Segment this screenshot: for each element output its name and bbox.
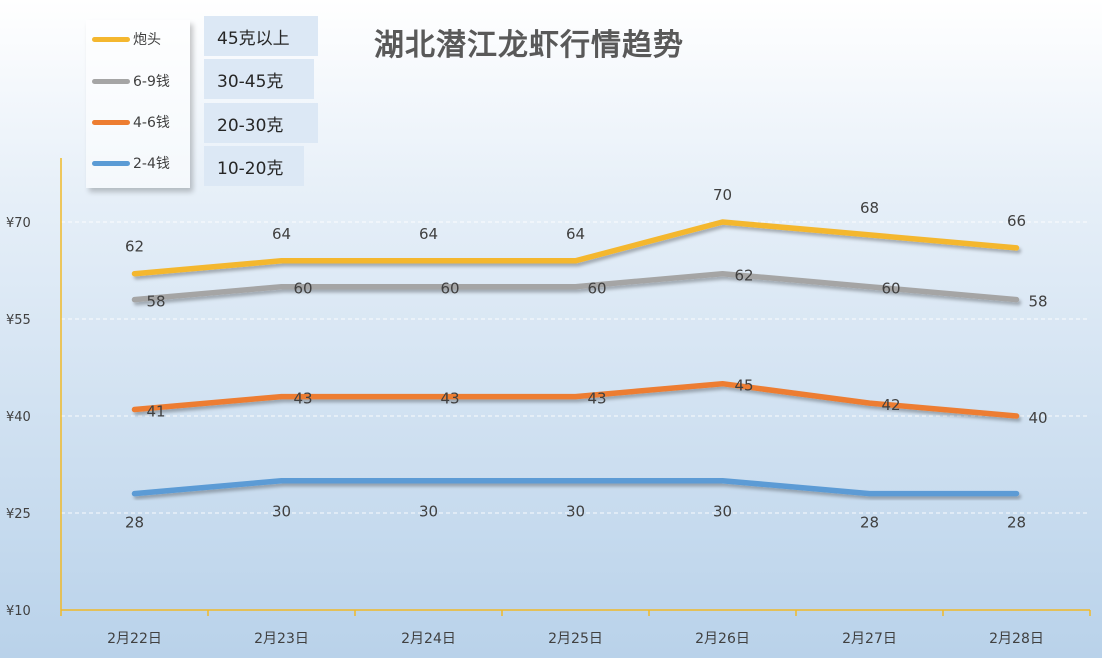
x-tick-label: 2月25日 [548,631,603,647]
data-label: 64 [566,225,585,243]
data-label: 70 [713,186,732,204]
y-tick-label: ¥40 [6,410,31,425]
data-labels: 62 64 64 64 70 68 66 58 60 60 60 62 60 58 41 43 43 43 45 42… [125,186,1048,532]
series-line [131,380,1020,419]
legend-swatch [92,119,130,125]
x-tick-label: 2月23日 [254,631,309,647]
data-label: 60 [294,280,313,298]
legend-swatch [92,36,130,42]
legend-swatch [92,78,130,84]
data-label: 68 [860,199,879,217]
size-label-20-30g: 20-30克 [204,103,318,143]
data-label: 64 [272,225,291,243]
size-label-30-45g: 30-45克 [204,59,314,99]
data-label: 28 [125,514,144,532]
legend: 炮头 6-9钱 4-6钱 2-4钱 [86,20,190,188]
axes: ¥10 ¥25 ¥40 ¥55 ¥70 2月22日 2月23日 2月24日 2月25日 2月26日… [6,158,1091,647]
data-label: 62 [125,238,144,256]
y-tick-label: ¥10 [6,604,31,619]
legend-item-2-4: 2-4钱 [92,153,170,173]
y-tick-label: ¥55 [6,313,31,328]
y-tick-label: ¥70 [6,216,31,231]
series-line [131,477,1020,497]
legend-label: 6-9钱 [133,74,170,90]
y-tick-label: ¥25 [6,507,31,522]
x-tick-label: 2月26日 [695,631,750,647]
data-label: 30 [272,503,291,521]
data-label: 58 [147,293,166,311]
data-label: 45 [735,377,754,395]
data-label: 43 [294,390,313,408]
size-label-10-20g: 10-20克 [204,146,304,186]
series-line [131,270,1020,303]
data-label: 64 [419,225,438,243]
legend-label: 4-6钱 [133,115,170,131]
legend-item-4-6: 4-6钱 [92,112,170,132]
data-label: 60 [882,280,901,298]
data-label: 41 [147,403,166,421]
data-label: 62 [735,267,754,285]
legend-label: 炮头 [133,32,161,48]
series-line [131,219,1020,277]
data-label: 30 [566,503,585,521]
data-label: 66 [1007,212,1026,230]
data-label: 28 [860,514,879,532]
data-label: 28 [1007,514,1026,532]
x-tick-label: 2月22日 [107,631,162,647]
data-label: 42 [882,396,901,414]
data-label: 30 [713,503,732,521]
x-tick-label: 2月24日 [401,631,456,647]
x-tick-label: 2月27日 [842,631,897,647]
data-label: 58 [1029,293,1048,311]
legend-item-paotou: 炮头 [92,29,161,49]
data-label: 43 [441,390,460,408]
data-label: 40 [1029,409,1048,427]
data-label: 60 [441,280,460,298]
size-label-45g: 45克以上 [204,16,318,56]
legend-swatch [92,160,130,166]
legend-item-6-9: 6-9钱 [92,71,170,91]
chart-title: 湖北潜江龙虾行情趋势 [374,28,684,63]
data-label: 60 [588,280,607,298]
legend-label: 2-4钱 [133,156,170,172]
series-lines [131,219,1020,497]
data-label: 43 [588,390,607,408]
x-tick-label: 2月28日 [989,631,1044,647]
gridlines [61,221,1090,514]
data-label: 30 [419,503,438,521]
